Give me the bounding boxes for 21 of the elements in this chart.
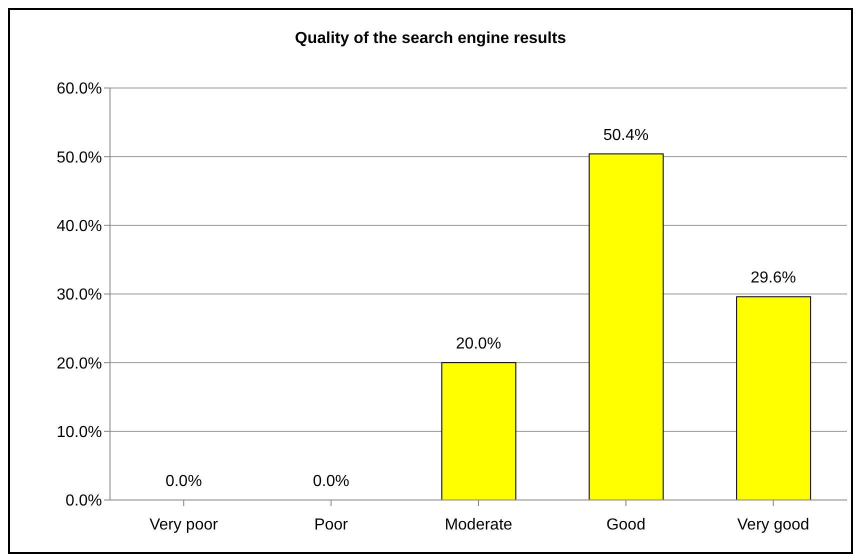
y-tick-label: 60.0% <box>56 80 102 98</box>
data-label: 0.0% <box>312 473 350 490</box>
y-tick-label: 0.0% <box>66 492 102 510</box>
x-tick-label: Poor <box>314 516 349 534</box>
x-tick-label: Very good <box>737 516 810 534</box>
y-tick-label: 20.0% <box>56 355 102 372</box>
bar <box>588 153 664 500</box>
y-tick-label: 10.0% <box>56 424 102 442</box>
x-tick-label: Good <box>606 516 646 534</box>
bar <box>736 296 812 500</box>
y-tick-label: 30.0% <box>56 286 102 304</box>
data-label: 0.0% <box>165 473 202 490</box>
chart-title: Quality of the search engine results <box>294 30 568 48</box>
x-tick-label: Very poor <box>149 516 219 534</box>
y-tick-label: 40.0% <box>56 218 102 236</box>
bar <box>441 362 516 500</box>
data-label: 50.4% <box>603 126 649 144</box>
x-tick-label: Moderate <box>444 516 512 534</box>
data-label: 20.0% <box>456 336 502 353</box>
data-label: 29.6% <box>750 270 796 287</box>
y-tick-label: 50.0% <box>56 149 102 166</box>
